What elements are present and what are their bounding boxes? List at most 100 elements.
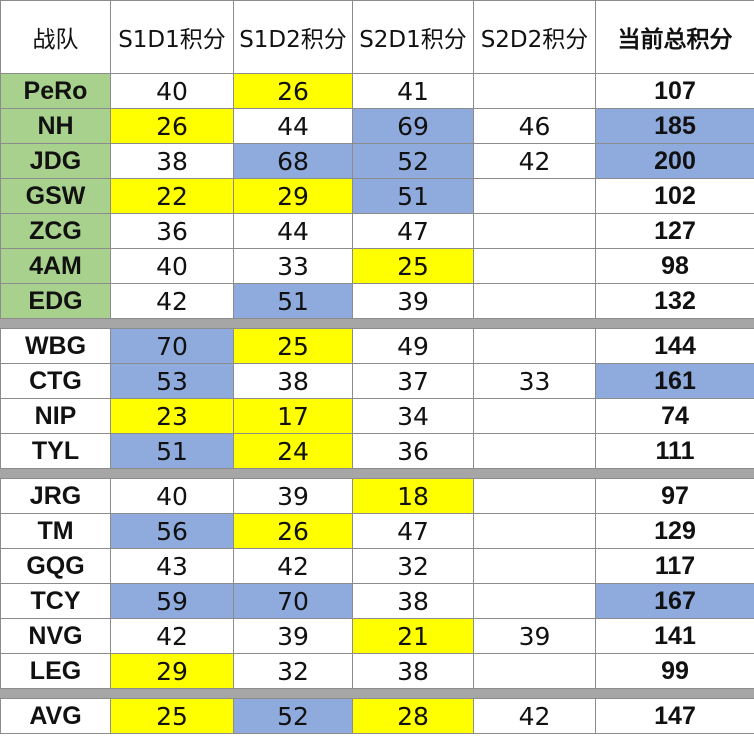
s2d2-score-cell (473, 283, 596, 319)
s1d1-score-cell: 59 (110, 583, 234, 619)
s2d1-score-cell: 25 (352, 248, 474, 284)
total-score-cell: 98 (595, 248, 754, 284)
team-name-cell: GQG (0, 548, 111, 584)
s1d2-score-cell: 33 (233, 248, 353, 284)
table-row: GSW 22 29 51 102 (0, 178, 754, 214)
team-name-cell: WBG (0, 328, 111, 364)
table-row: LEG 29 32 38 99 (0, 653, 754, 689)
s1d2-score-cell: 38 (233, 363, 353, 399)
total-score-cell: 107 (595, 73, 754, 109)
s2d1-score-cell: 36 (352, 433, 474, 469)
total-score-cell: 167 (595, 583, 754, 619)
s1d1-score-cell: 40 (110, 478, 234, 514)
group-separator-bar (0, 688, 754, 699)
header-s1d2: S1D2积分 (233, 0, 353, 74)
s2d1-score-cell: 32 (352, 548, 474, 584)
s1d1-score-cell: 23 (110, 398, 234, 434)
s1d1-score-cell: 56 (110, 513, 234, 549)
s1d2-score-cell: 39 (233, 478, 353, 514)
s1d1-score-cell: 36 (110, 213, 234, 249)
table-body: PeRo 40 26 41 107 NH 26 44 69 46 185 JDG 38 68 52 42 200… (0, 73, 754, 734)
table-row: PeRo 40 26 41 107 (0, 73, 754, 109)
s1d2-score-cell: 29 (233, 178, 353, 214)
group-separator (0, 468, 754, 479)
total-score-cell: 99 (595, 653, 754, 689)
s1d2-score-cell: 26 (233, 73, 353, 109)
total-score-cell: 147 (595, 698, 754, 734)
table-row: NIP 23 17 34 74 (0, 398, 754, 434)
total-score-cell: 74 (595, 398, 754, 434)
s1d2-score-cell: 39 (233, 618, 353, 654)
s1d2-score-cell: 25 (233, 328, 353, 364)
s1d1-score-cell: 70 (110, 328, 234, 364)
s2d1-score-cell: 39 (352, 283, 474, 319)
table-row: 4AM 40 33 25 98 (0, 248, 754, 284)
s2d2-score-cell: 42 (473, 698, 596, 734)
s1d1-score-cell: 38 (110, 143, 234, 179)
total-score-cell: 144 (595, 328, 754, 364)
total-score-cell: 161 (595, 363, 754, 399)
table-row: GQG 43 42 32 117 (0, 548, 754, 584)
header-s1d1: S1D1积分 (110, 0, 234, 74)
s1d1-score-cell: 22 (110, 178, 234, 214)
team-name-cell: JRG (0, 478, 111, 514)
s1d1-score-cell: 43 (110, 548, 234, 584)
total-score-cell: 141 (595, 618, 754, 654)
table-row: CTG 53 38 37 33 161 (0, 363, 754, 399)
header-total: 当前总积分 (595, 0, 754, 74)
s2d2-score-cell (473, 398, 596, 434)
s1d1-score-cell: 26 (110, 108, 234, 144)
s1d2-score-cell: 44 (233, 108, 353, 144)
s1d2-score-cell: 42 (233, 548, 353, 584)
s2d1-score-cell: 21 (352, 618, 474, 654)
s2d2-score-cell (473, 73, 596, 109)
total-score-cell: 111 (595, 433, 754, 469)
s2d1-score-cell: 38 (352, 583, 474, 619)
team-name-cell: AVG (0, 698, 111, 734)
total-score-cell: 185 (595, 108, 754, 144)
s2d1-score-cell: 47 (352, 213, 474, 249)
table-row: NVG 42 39 21 39 141 (0, 618, 754, 654)
s2d1-score-cell: 41 (352, 73, 474, 109)
team-name-cell: NH (0, 108, 111, 144)
s1d2-score-cell: 26 (233, 513, 353, 549)
team-name-cell: NIP (0, 398, 111, 434)
table-row: JRG 40 39 18 97 (0, 478, 754, 514)
s2d2-score-cell: 39 (473, 618, 596, 654)
total-score-cell: 129 (595, 513, 754, 549)
s1d2-score-cell: 70 (233, 583, 353, 619)
header-team: 战队 (0, 0, 111, 74)
s2d2-score-cell (473, 513, 596, 549)
s2d1-score-cell: 51 (352, 178, 474, 214)
s2d2-score-cell (473, 433, 596, 469)
s1d1-score-cell: 42 (110, 283, 234, 319)
s1d1-score-cell: 25 (110, 698, 234, 734)
s2d1-score-cell: 38 (352, 653, 474, 689)
s1d2-score-cell: 17 (233, 398, 353, 434)
s1d1-score-cell: 29 (110, 653, 234, 689)
s2d2-score-cell (473, 548, 596, 584)
team-name-cell: CTG (0, 363, 111, 399)
s2d1-score-cell: 52 (352, 143, 474, 179)
total-score-cell: 117 (595, 548, 754, 584)
group-separator-bar (0, 468, 754, 479)
s2d2-score-cell (473, 653, 596, 689)
group-separator (0, 688, 754, 699)
table-row: NH 26 44 69 46 185 (0, 108, 754, 144)
table-row: EDG 42 51 39 132 (0, 283, 754, 319)
team-name-cell: TYL (0, 433, 111, 469)
total-score-cell: 200 (595, 143, 754, 179)
s2d2-score-cell (473, 478, 596, 514)
s2d1-score-cell: 47 (352, 513, 474, 549)
table-row: TYL 51 24 36 111 (0, 433, 754, 469)
s2d2-score-cell: 46 (473, 108, 596, 144)
total-score-cell: 97 (595, 478, 754, 514)
s1d1-score-cell: 40 (110, 248, 234, 284)
team-name-cell: LEG (0, 653, 111, 689)
total-score-cell: 102 (595, 178, 754, 214)
s2d2-score-cell (473, 213, 596, 249)
s1d1-score-cell: 40 (110, 73, 234, 109)
header-s2d1: S2D1积分 (352, 0, 474, 74)
s1d2-score-cell: 51 (233, 283, 353, 319)
s2d1-score-cell: 37 (352, 363, 474, 399)
